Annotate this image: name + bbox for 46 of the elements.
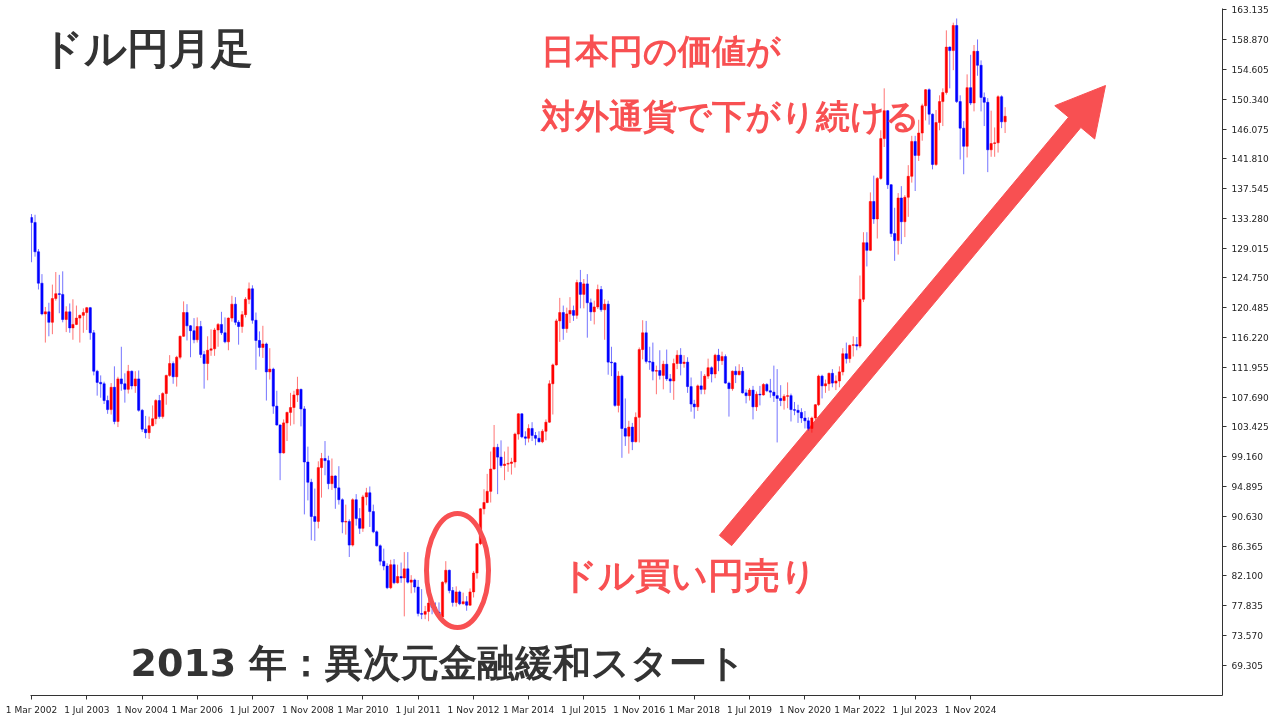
y-tick-label: 82.100 (1231, 571, 1264, 582)
y-tick-label: 163.135 (1231, 5, 1269, 16)
y-tick-label: 120.485 (1231, 303, 1269, 314)
x-tick-label: 1 Jul 2023 (892, 704, 938, 715)
x-tick-label: 1 Jul 2011 (395, 704, 441, 715)
y-tick-label: 133.280 (1231, 213, 1269, 224)
y-tick-label: 150.340 (1231, 94, 1269, 105)
x-tick-label: 1 Nov 2012 (447, 704, 500, 715)
annotation: 日本円の価値が (540, 30, 782, 71)
y-tick-label: 77.835 (1231, 601, 1263, 612)
x-tick-label: 1 Mar 2018 (668, 704, 721, 715)
y-tick-label: 154.605 (1231, 64, 1269, 75)
x-tick-label: 1 Jul 2003 (64, 704, 110, 715)
y-tick-label: 103.425 (1231, 422, 1269, 433)
x-tick-label: 1 Mar 2006 (171, 704, 224, 715)
x-tick-label: 1 Mar 2022 (834, 704, 886, 715)
x-tick-label: 1 Nov 2004 (116, 704, 169, 715)
x-tick-label: 1 Nov 2024 (944, 704, 997, 715)
y-tick-label: 86.365 (1231, 541, 1263, 552)
y-tick-label: 90.630 (1231, 511, 1264, 522)
x-tick-label: 1 Nov 2016 (613, 704, 666, 715)
x-tick-label: 1 Nov 2008 (281, 704, 335, 715)
annotation: 対外通貨で下がり続ける (539, 95, 920, 136)
x-tick-label: 1 Nov 2020 (778, 704, 832, 715)
x-tick-label: 1 Mar 2014 (502, 704, 555, 715)
y-tick-label: 141.810 (1231, 154, 1269, 165)
y-tick-label: 158.870 (1231, 35, 1269, 46)
y-tick-label: 137.545 (1231, 184, 1269, 195)
x-tick-label: 1 Mar 2010 (337, 704, 389, 715)
annotation: ドル買い円売り (560, 555, 817, 596)
y-tick-label: 146.075 (1231, 124, 1269, 135)
y-tick-label: 116.220 (1231, 333, 1269, 344)
y-tick-label: 129.015 (1231, 243, 1269, 254)
x-tick-label: 1 Jul 2007 (229, 704, 276, 715)
y-tick-label: 73.570 (1231, 630, 1264, 641)
y-tick-label: 124.750 (1231, 273, 1269, 284)
annotation: 2013 年：異次元金融緩和スタート (130, 640, 747, 685)
x-tick-label: 1 Mar 2002 (5, 704, 58, 715)
y-tick-label: 111.955 (1231, 362, 1269, 373)
y-tick-label: 107.690 (1231, 392, 1269, 403)
y-tick-label: 69.305 (1231, 660, 1263, 671)
x-tick-label: 1 Jul 2015 (561, 704, 607, 715)
chart-title: ドル円月足 (40, 24, 253, 73)
x-tick-label: 1 Jul 2019 (726, 704, 773, 715)
y-tick-label: 94.895 (1231, 481, 1263, 492)
y-tick-label: 99.160 (1231, 452, 1264, 463)
